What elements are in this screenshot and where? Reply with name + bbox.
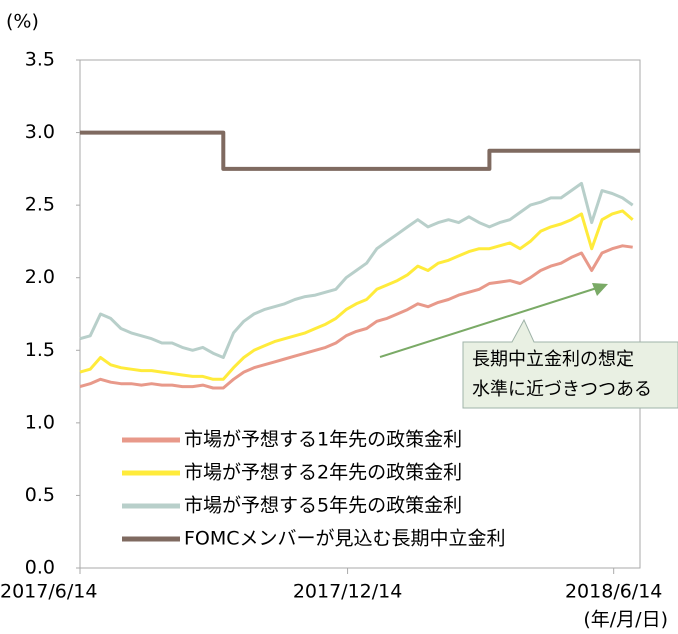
y-tick-label: 2.0: [25, 266, 55, 288]
x-tick-label: 2017/6/14: [0, 581, 97, 603]
annotation-arrow: [379, 286, 601, 358]
series-line: [79, 209, 634, 381]
y-tick-label: 1.0: [25, 411, 55, 433]
y-tick-label: 2.5: [25, 194, 55, 216]
series-line: [80, 130, 640, 171]
x-unit: (年/月/日): [583, 609, 668, 631]
annotation-arrowhead: [592, 283, 608, 296]
callout-box: [462, 318, 678, 409]
x-tick-label: 2017/12/14: [293, 581, 403, 603]
series-line: [79, 181, 634, 359]
y-unit: (%): [6, 11, 39, 33]
annotation-text: 水準に近づきつつある: [472, 379, 652, 400]
y-tick-label: 0.0: [25, 557, 55, 579]
series-line: [79, 244, 633, 390]
legend-label: FOMCメンバーが見込む長期中立金利: [184, 528, 506, 550]
legend-label: 市場が予想する2年先の政策金利: [184, 462, 462, 484]
x-tick-label: 2018/6/14: [565, 581, 662, 603]
y-tick-label: 3.5: [25, 49, 55, 71]
annotation-text: 長期中立金利の想定: [472, 349, 634, 370]
y-tick-label: 3.0: [25, 121, 55, 143]
legend-label: 市場が予想する5年先の政策金利: [184, 495, 462, 517]
legend-label: 市場が予想する1年先の政策金利: [184, 429, 462, 451]
y-tick-label: 1.5: [25, 339, 55, 361]
plot-frame: [79, 59, 641, 569]
y-tick-label: 0.5: [25, 484, 55, 506]
